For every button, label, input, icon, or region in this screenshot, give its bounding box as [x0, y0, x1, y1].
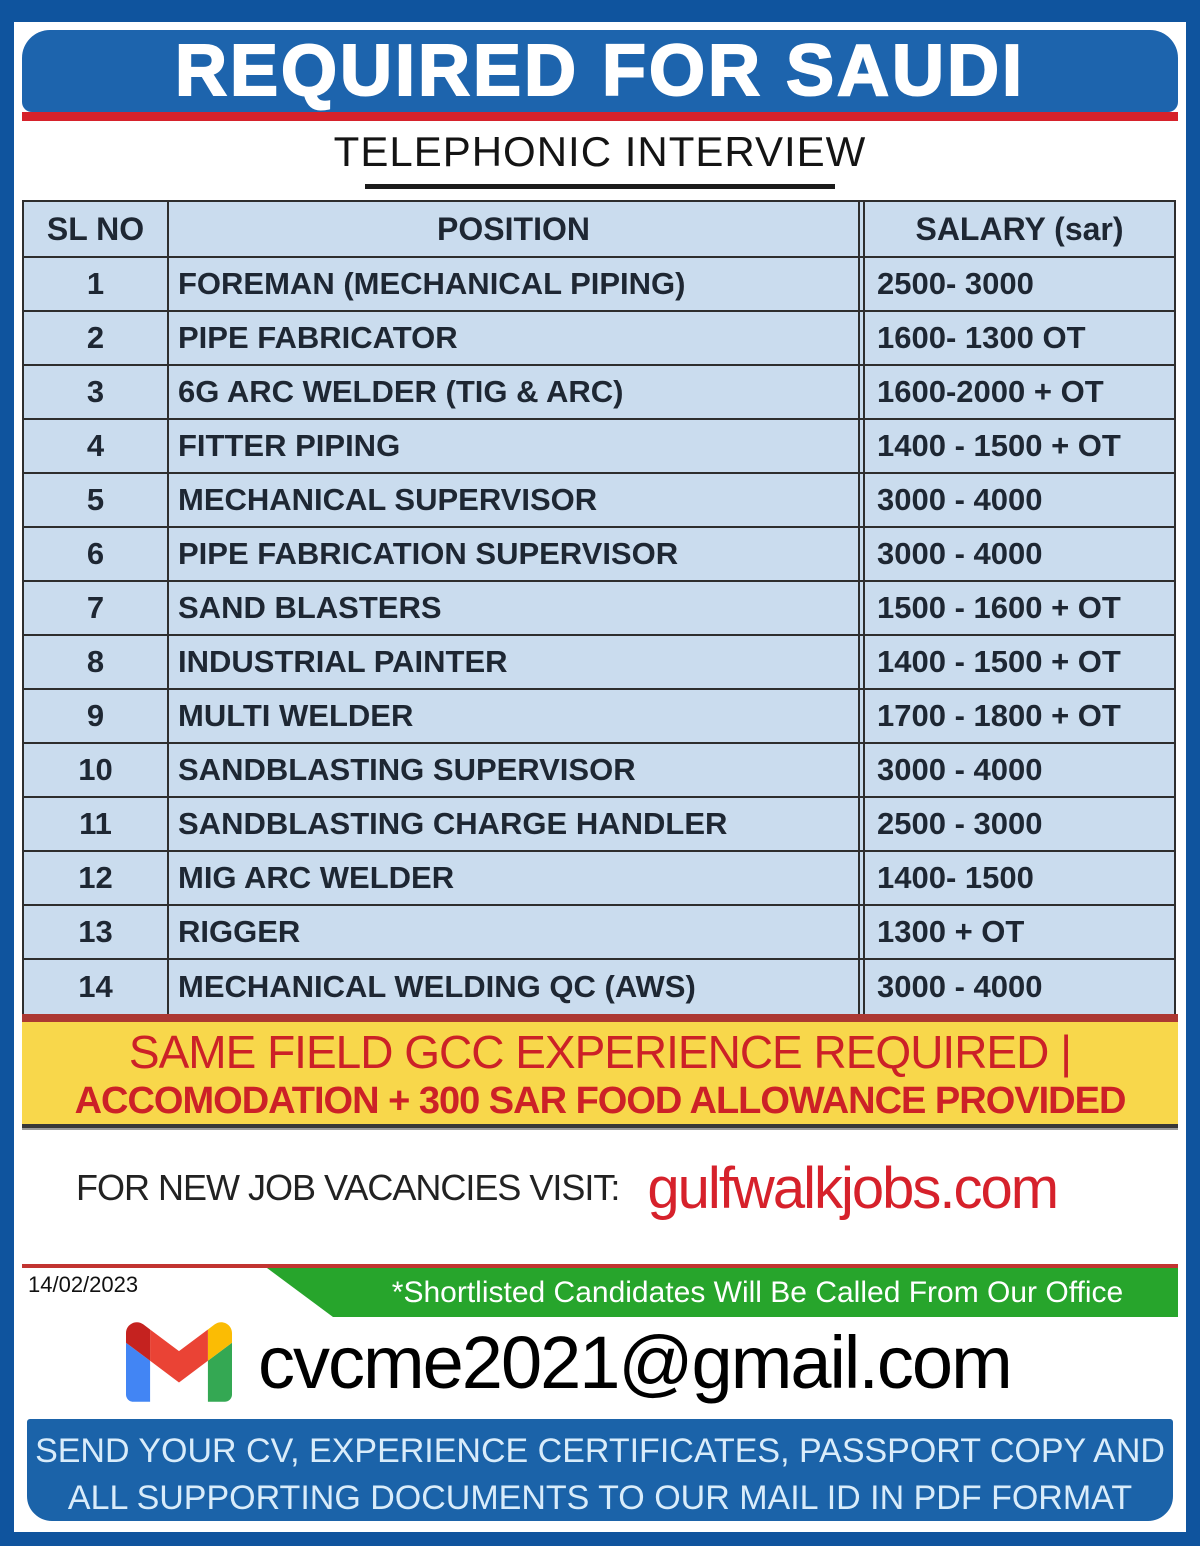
column-header-position: POSITION [437, 210, 590, 247]
header-banner: REQUIRED FOR SAUDI [22, 30, 1178, 112]
table-body: 1 FOREMAN (MECHANICAL PIPING) 2500- 3000 2 P… [24, 258, 1174, 1014]
notice-banner: SAME FIELD GCC EXPERIENCE REQUIRED | ACC… [22, 1022, 1178, 1124]
table-row: 5 MECHANICAL SUPERVISOR 3000 - 4000 [24, 474, 1174, 528]
cell-slno: 7 [24, 582, 169, 634]
cell-position: MECHANICAL WELDING QC (AWS) [178, 969, 696, 1004]
table-row: 4 FITTER PIPING 1400 - 1500 + OT [24, 420, 1174, 474]
table-row: 11 SANDBLASTING CHARGE HANDLER 2500 - 3000 [24, 798, 1174, 852]
cell-slno: 6 [24, 528, 169, 580]
cell-position: MULTI WELDER [178, 698, 414, 733]
table-row: 6 PIPE FABRICATION SUPERVISOR 3000 - 4000 [24, 528, 1174, 582]
column-header-salary: SALARY (sar) [858, 202, 1174, 256]
shortlist-banner: *Shortlisted Candidates Will Be Called F… [267, 1268, 1178, 1317]
notice-bottom-line [22, 1124, 1178, 1130]
gmail-icon [126, 1322, 232, 1402]
cell-position: 6G ARC WELDER (TIG & ARC) [178, 374, 624, 409]
table-row: 13 RIGGER 1300 + OT [24, 906, 1174, 960]
email-row: cvcme2021@gmail.com [14, 1316, 1186, 1408]
page-title: REQUIRED FOR SAUDI [174, 30, 1026, 112]
cell-slno: 12 [24, 852, 169, 904]
cell-position: FITTER PIPING [178, 428, 401, 463]
cell-position: SANDBLASTING SUPERVISOR [178, 752, 636, 787]
cell-slno: 2 [24, 312, 169, 364]
cell-position: SANDBLASTING CHARGE HANDLER [178, 806, 728, 841]
table-row: 3 6G ARC WELDER (TIG & ARC) 1600-2000 + OT [24, 366, 1174, 420]
shortlist-top-red-line [22, 1264, 1178, 1268]
cell-salary: 1500 - 1600 + OT [858, 582, 1174, 634]
poster-inner-area: REQUIRED FOR SAUDI TELEPHONIC INTERVIEW … [14, 22, 1186, 1532]
cell-slno: 9 [24, 690, 169, 742]
cell-position: MECHANICAL SUPERVISOR [178, 482, 598, 517]
cell-slno: 11 [24, 798, 169, 850]
table-row: 2 PIPE FABRICATOR 1600- 1300 OT [24, 312, 1174, 366]
vacancies-website-link[interactable]: gulfwalkjobs.com [647, 1155, 1059, 1221]
cell-position: PIPE FABRICATOR [178, 320, 458, 355]
table-bottom-red-line [22, 1014, 1178, 1022]
cell-position: PIPE FABRICATION SUPERVISOR [178, 536, 679, 571]
contact-email[interactable]: cvcme2021@gmail.com [258, 1320, 1013, 1404]
cell-salary: 3000 - 4000 [858, 528, 1174, 580]
cell-salary: 3000 - 4000 [858, 744, 1174, 796]
table-row: 12 MIG ARC WELDER 1400- 1500 [24, 852, 1174, 906]
cell-position: INDUSTRIAL PAINTER [178, 644, 508, 679]
shortlist-banner-text: *Shortlisted Candidates Will Be Called F… [391, 1275, 1124, 1309]
table-row: 14 MECHANICAL WELDING QC (AWS) 3000 - 4000 [24, 960, 1174, 1014]
cell-salary: 1400- 1500 [858, 852, 1174, 904]
positions-table: SL NO POSITION SALARY (sar) 1 FOREMAN (ME… [22, 200, 1176, 1016]
table-row: 1 FOREMAN (MECHANICAL PIPING) 2500- 3000 [24, 258, 1174, 312]
cell-salary: 1600- 1300 OT [858, 312, 1174, 364]
cell-salary: 1600-2000 + OT [858, 366, 1174, 418]
footer-line1: SEND YOUR CV, EXPERIENCE CERTIFICATES, P… [35, 1432, 1165, 1470]
cell-slno: 13 [24, 906, 169, 958]
cell-slno: 1 [24, 258, 169, 310]
date-label: 14/02/2023 [28, 1272, 139, 1297]
cell-salary: 3000 - 4000 [858, 474, 1174, 526]
cell-slno: 5 [24, 474, 169, 526]
cell-slno: 3 [24, 366, 169, 418]
cell-salary: 2500 - 3000 [858, 798, 1174, 850]
cell-position: RIGGER [178, 914, 301, 949]
subtitle: TELEPHONIC INTERVIEW [333, 128, 867, 175]
cell-salary: 2500- 3000 [858, 258, 1174, 310]
vacancies-label: FOR NEW JOB VACANCIES VISIT: [76, 1167, 620, 1208]
cell-salary: 1300 + OT [858, 906, 1174, 958]
cell-salary: 3000 - 4000 [858, 960, 1174, 1014]
cell-position: SAND BLASTERS [178, 590, 442, 625]
notice-line2: ACCOMODATION + 300 SAR FOOD ALLOWANCE PR… [74, 1080, 1127, 1122]
table-header-row: SL NO POSITION SALARY (sar) [24, 202, 1174, 258]
cell-salary: 1400 - 1500 + OT [858, 420, 1174, 472]
notice-line1: SAME FIELD GCC EXPERIENCE REQUIRED | [128, 1026, 1072, 1078]
cell-slno: 14 [24, 960, 169, 1014]
footer-line2: ALL SUPPORTING DOCUMENTS TO OUR MAIL ID … [67, 1479, 1133, 1517]
table-row: 7 SAND BLASTERS 1500 - 1600 + OT [24, 582, 1174, 636]
footer-banner: SEND YOUR CV, EXPERIENCE CERTIFICATES, P… [22, 1414, 1178, 1526]
cell-slno: 10 [24, 744, 169, 796]
cell-position: MIG ARC WELDER [178, 860, 455, 895]
header-red-stripe [22, 112, 1178, 121]
column-header-slno: SL NO [24, 202, 169, 256]
cell-position: FOREMAN (MECHANICAL PIPING) [178, 266, 686, 301]
cell-salary: 1700 - 1800 + OT [858, 690, 1174, 742]
cell-salary: 1400 - 1500 + OT [858, 636, 1174, 688]
cell-slno: 4 [24, 420, 169, 472]
cell-slno: 8 [24, 636, 169, 688]
vacancies-row: FOR NEW JOB VACANCIES VISIT: gulfwalkjob… [14, 1146, 1186, 1230]
table-row: 8 INDUSTRIAL PAINTER 1400 - 1500 + OT [24, 636, 1174, 690]
subtitle-underline [365, 184, 835, 189]
table-row: 10 SANDBLASTING SUPERVISOR 3000 - 4000 [24, 744, 1174, 798]
subtitle-wrap: TELEPHONIC INTERVIEW [14, 128, 1186, 176]
table-row: 9 MULTI WELDER 1700 - 1800 + OT [24, 690, 1174, 744]
